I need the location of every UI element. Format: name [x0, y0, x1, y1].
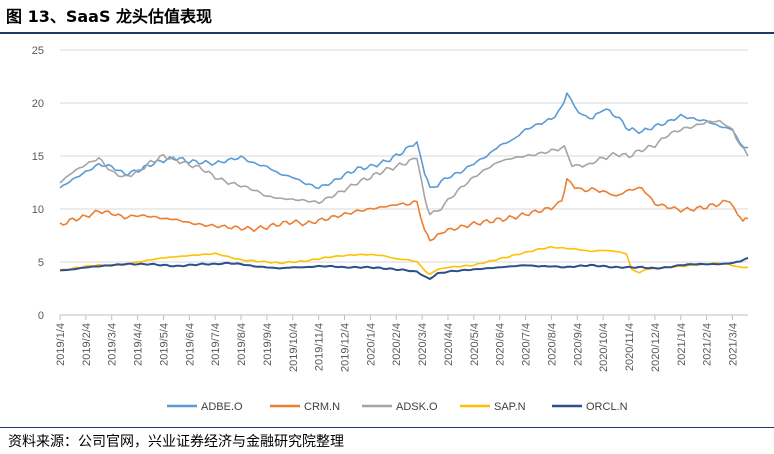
gridlines	[60, 49, 748, 316]
series-line-orcl-n	[60, 256, 749, 280]
x-tick-label: 2019/2/4	[81, 323, 93, 366]
legend-label: SAP.N	[494, 401, 526, 413]
x-tick-label: 2019/8/4	[236, 323, 248, 366]
y-tick-label: 5	[38, 257, 44, 269]
title-divider	[0, 32, 774, 34]
x-tick-label: 2020/9/4	[572, 323, 584, 366]
y-tick-label: 25	[32, 45, 44, 57]
legend-label: ADBE.O	[201, 401, 243, 413]
x-tick-label: 2019/9/4	[262, 323, 274, 366]
x-tick-label: 2019/10/4	[288, 323, 300, 372]
legend-label: ORCL.N	[586, 401, 628, 413]
x-axis: 2019/1/4 2019/2/4 2019/3/4 2019/4/4 2019/5/4…	[55, 314, 748, 372]
x-tick-label: 2019/4/4	[133, 323, 145, 366]
x-tick-label: 2019/7/4	[210, 323, 222, 366]
series-line-adbe-o	[59, 92, 749, 190]
x-tick-label: 2020/7/4	[521, 323, 533, 366]
x-tick-label: 2020/1/4	[365, 323, 377, 366]
x-tick-label: 2020/6/4	[495, 323, 507, 366]
x-tick-label: 2021/1/4	[676, 323, 688, 366]
legend: ADBE.O CRM.N ADSK.O SAP.N ORCL.N	[167, 401, 628, 413]
x-tick-label: 2019/11/4	[314, 323, 326, 371]
series-line-adsk-o	[59, 119, 749, 216]
x-tick-label: 2019/1/4	[55, 323, 67, 366]
series-line-crm-n	[59, 178, 749, 242]
x-tick-label: 2020/8/4	[546, 323, 558, 366]
x-tick-label: 2019/12/4	[340, 323, 352, 372]
x-tick-label: 2019/5/4	[158, 323, 170, 366]
series-line-sap-n	[59, 245, 749, 275]
legend-label: ADSK.O	[396, 401, 438, 413]
x-tick-label: 2020/5/4	[469, 323, 481, 366]
y-tick-label: 15	[32, 151, 44, 163]
series-lines	[59, 92, 749, 280]
x-tick-label: 2019/6/4	[184, 323, 196, 366]
x-tick-label: 2020/4/4	[443, 323, 455, 366]
figure-title: 图 13、SaaS 龙头估值表现	[6, 7, 213, 26]
x-tick-label: 2021/2/4	[702, 323, 714, 366]
x-tick-label: 2021/3/4	[727, 323, 739, 366]
y-axis: 0 5 10 15 20 25	[32, 45, 44, 322]
footer-divider	[0, 427, 774, 428]
y-tick-label: 0	[38, 310, 44, 322]
x-tick-label: 2020/2/4	[391, 323, 403, 366]
x-tick-label: 2020/10/4	[598, 323, 610, 372]
y-tick-label: 10	[32, 204, 44, 216]
x-tick-label: 2020/12/4	[650, 323, 662, 372]
x-tick-label: 2020/11/4	[624, 323, 636, 371]
source-note: 资料来源：公司官网，兴业证券经济与金融研究院整理	[8, 434, 344, 450]
legend-label: CRM.N	[304, 401, 340, 413]
x-tick-label: 2019/3/4	[107, 323, 119, 366]
y-tick-label: 20	[32, 98, 44, 110]
x-tick-label: 2020/3/4	[417, 323, 429, 366]
